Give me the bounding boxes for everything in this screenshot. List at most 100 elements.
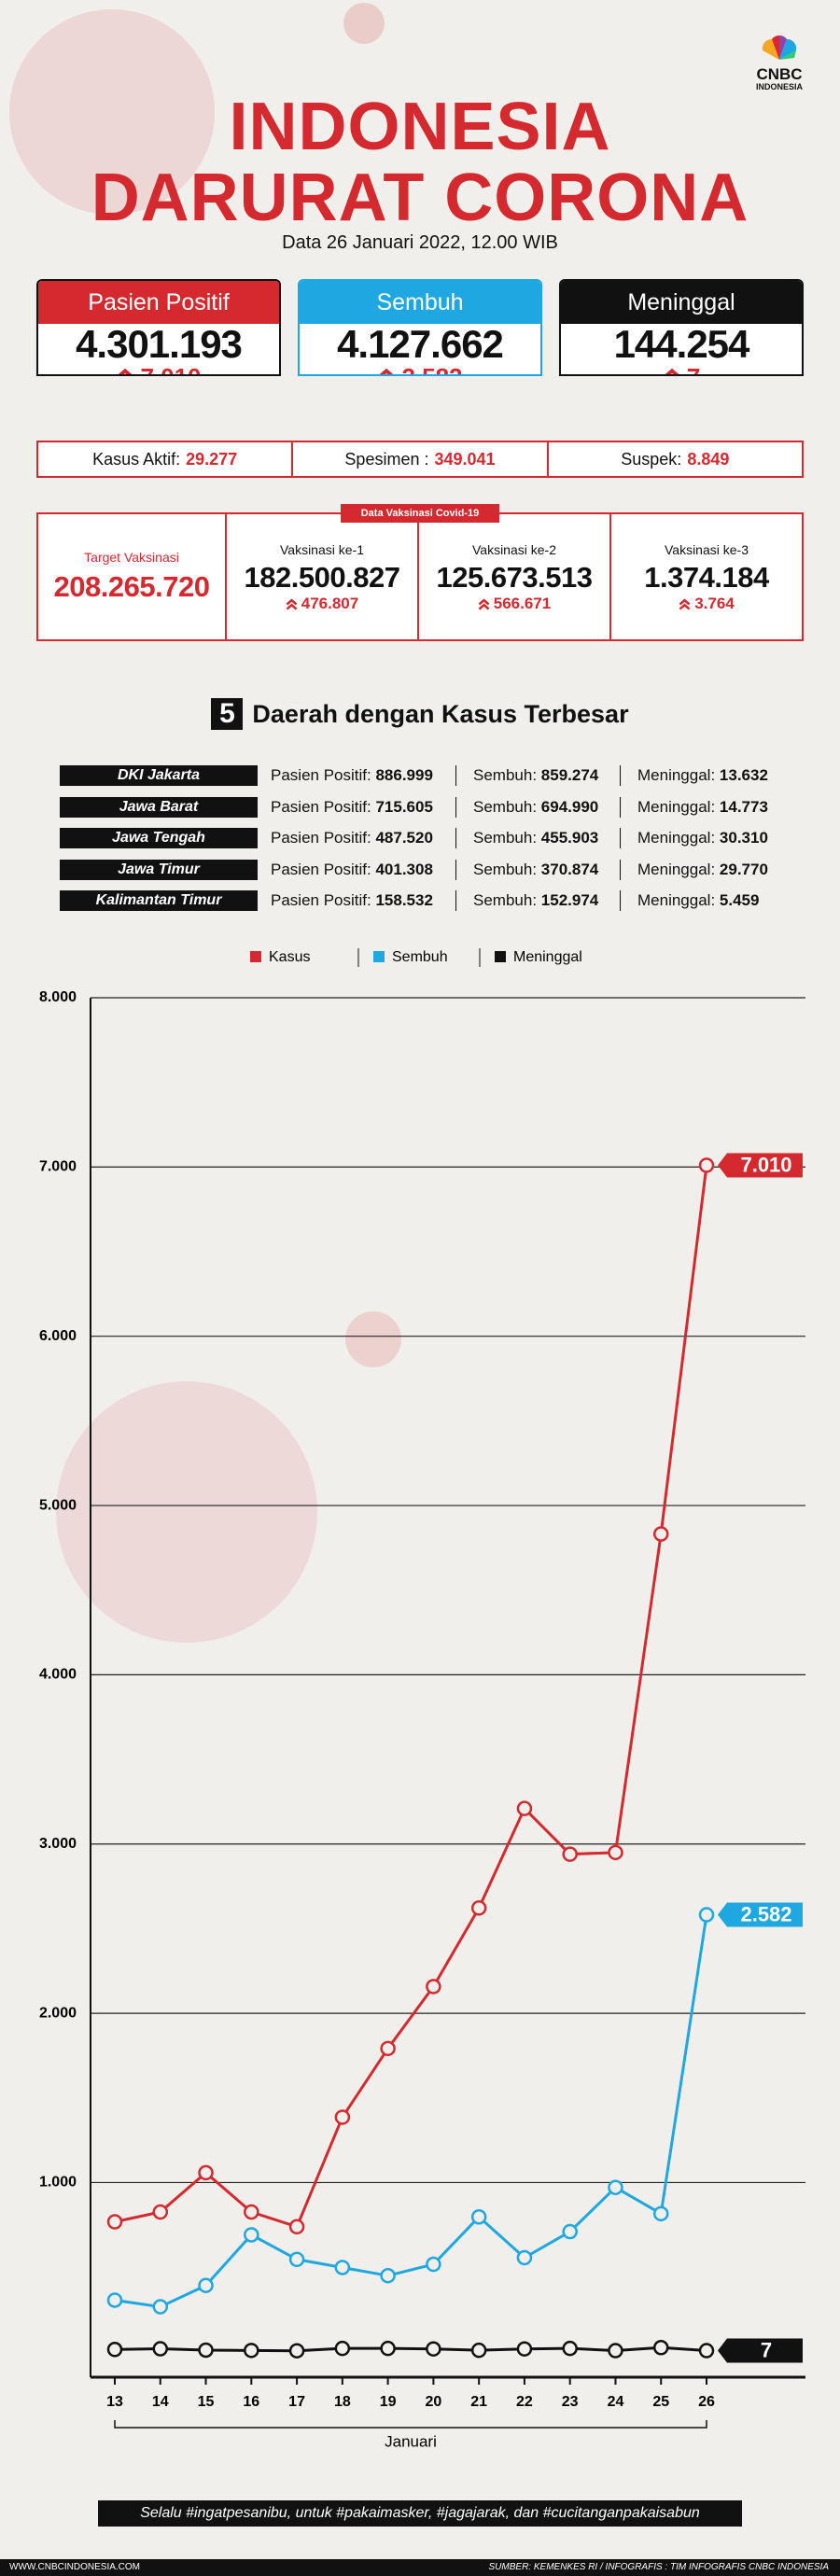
value-label-box [718, 1153, 803, 1178]
value-label-box [718, 2338, 803, 2363]
data-point [334, 2340, 351, 2357]
separator [455, 890, 456, 912]
vaccination-target: Target Vaksinasi 208.265.720 [38, 514, 225, 639]
x-axis-bracket [114, 2420, 707, 2429]
data-point [562, 2340, 578, 2357]
change-value: 7.010 [140, 365, 201, 374]
title-line: DARURAT CORONA [91, 161, 749, 235]
legend-swatch [495, 951, 506, 962]
separator [455, 765, 456, 786]
vaccination-tag: Data Vaksinasi Covid-19 [341, 504, 499, 523]
region-stat-value: 152.974 [540, 891, 599, 910]
value-label: 2.582 [740, 1902, 791, 1925]
x-tick-label: 20 [425, 2394, 441, 2410]
region-stat-value: 487.520 [375, 829, 433, 847]
separator [620, 796, 621, 818]
data-point [380, 2267, 396, 2284]
data-point [106, 2342, 123, 2358]
x-tick-label: 26 [698, 2394, 715, 2410]
data-point [334, 2260, 351, 2275]
separator [455, 796, 456, 818]
stat-cell: Suspek: 8.849 [546, 442, 802, 476]
stat-label: Spesimen : [344, 449, 429, 469]
target-label: Target Vaksinasi [84, 550, 179, 565]
data-point [698, 1157, 715, 1173]
legend-swatch [250, 951, 261, 962]
region-stat-value: 370.874 [540, 860, 599, 878]
region-stat-label: Sembuh: [473, 860, 538, 878]
region-stat-value: 5.459 [719, 891, 760, 910]
data-point [426, 2256, 441, 2273]
data-point [198, 2277, 214, 2293]
data-point [426, 2341, 441, 2357]
summary-change: 7.010 [38, 365, 279, 374]
chart: Kasus Sembuh Meninggal 1.000 2.000 3.000 4.000… [39, 948, 805, 2450]
chevron [478, 598, 490, 605]
data-point [608, 2343, 623, 2359]
regions-number: 5 [211, 698, 244, 730]
x-tick-label: 21 [470, 2394, 487, 2410]
data-point [288, 2219, 305, 2235]
dose-change: 476.807 [286, 595, 358, 613]
dose-value: 1.374.184 [644, 561, 769, 594]
site: WWW.CNBCINDONESIA.COM [9, 2562, 140, 2572]
separator [455, 828, 456, 849]
summary-value: 144.254 [613, 322, 750, 366]
region-stat: Meninggal: 29.770 [637, 860, 768, 880]
data-point [244, 2343, 259, 2359]
y-tick-label: 8.000 [39, 989, 77, 1005]
summary-value: 4.127.662 [337, 322, 504, 366]
vaccination-dose: Vaksinasi ke-3 1.374.184 3.764 [609, 514, 802, 639]
dose-label: Vaksinasi ke-2 [471, 542, 556, 557]
stat-cell: Kasus Aktif: 29.277 [38, 442, 291, 476]
region-stat-value: 886.999 [375, 766, 433, 784]
virus-decoration [56, 1381, 317, 1643]
virus-decoration [9, 9, 215, 215]
x-axis-label: Januari [385, 2432, 437, 2450]
y-tick-label: 1.000 [39, 2175, 77, 2191]
region-stat: Meninggal: 14.773 [637, 797, 768, 818]
region-stat-value: 859.274 [540, 766, 599, 784]
data-point [288, 2343, 305, 2359]
region-stat-label: Sembuh: [473, 766, 538, 784]
x-tick-label: 13 [106, 2394, 123, 2410]
region-stat: Sembuh: 859.274 [473, 765, 598, 786]
up-icon [119, 368, 133, 374]
region-stat-label: Meninggal: [637, 766, 716, 784]
data-point [698, 2343, 715, 2359]
region-stat: Meninggal: 13.632 [637, 765, 768, 786]
chevron [286, 603, 298, 610]
dose-label: Vaksinasi ke-1 [279, 542, 364, 557]
y-tick-label: 2.000 [39, 2005, 77, 2021]
region-stat-label: Pasien Positif: [271, 860, 371, 878]
region-stat-value: 455.903 [540, 829, 599, 847]
x-tick-label: 16 [243, 2394, 259, 2410]
region-name: Jawa Barat [60, 796, 258, 818]
change-value: 566.671 [493, 595, 552, 612]
data-point [380, 2340, 396, 2357]
summary-value: 4.301.193 [76, 322, 243, 366]
region-stat: Pasien Positif: 715.605 [271, 797, 433, 818]
dose-value: 182.500.827 [244, 561, 400, 594]
separator [620, 859, 621, 880]
data-point [470, 2209, 487, 2225]
summary-label: Pasien Positif [38, 281, 279, 324]
region-stat-label: Sembuh: [473, 797, 538, 816]
dose-label: Vaksinasi ke-3 [664, 542, 749, 557]
data-point [426, 1979, 441, 1995]
regions-title: Daerah dengan Kasus Terbesar [252, 699, 629, 728]
slogan: Selalu #ingatpesanibu, untuk #pakaimaske… [98, 2500, 742, 2527]
data-point [470, 1900, 487, 1916]
x-tick-label: 25 [652, 2394, 669, 2410]
regions-heading: 5 Daerah dengan Kasus Terbesar [0, 698, 840, 730]
data-point [516, 2249, 533, 2266]
region-stat-value: 29.770 [719, 860, 768, 878]
logo-subtext: INDONESIA [755, 82, 803, 91]
region-stat: Pasien Positif: 886.999 [271, 765, 433, 786]
stat-label: Suspek: [621, 449, 682, 469]
y-tick-label: 7.000 [39, 1159, 77, 1175]
region-stat: Meninggal: 5.459 [637, 890, 759, 911]
change-value: 7 [687, 365, 700, 374]
